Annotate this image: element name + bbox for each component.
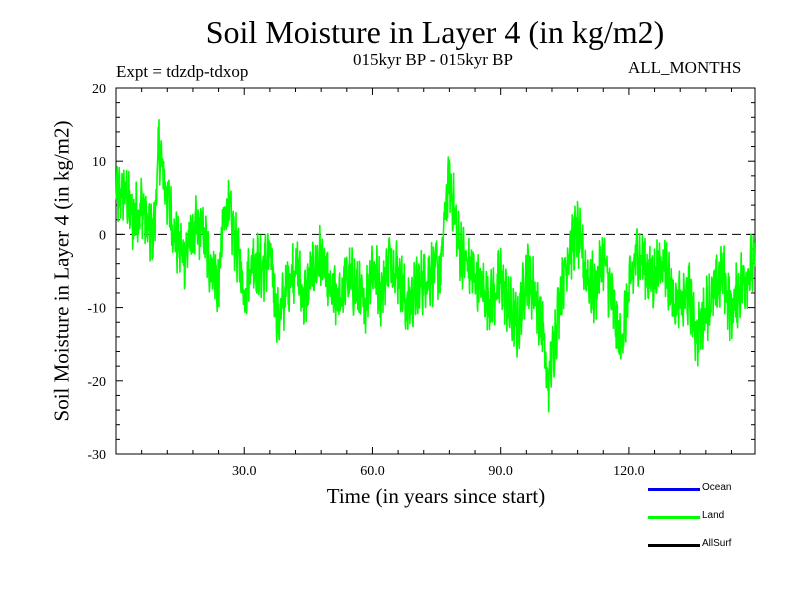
legend-swatch-ocean xyxy=(648,488,700,491)
legend-swatch-allsurf xyxy=(648,544,700,547)
period-label: 015kyr BP - 015kyr BP xyxy=(353,50,513,69)
series-line-land xyxy=(115,119,756,413)
y-tick-label: -10 xyxy=(87,302,106,317)
legend-label-allsurf: AllSurf xyxy=(702,538,732,549)
x-tick-label: 30.0 xyxy=(232,464,257,479)
legend-label-ocean: Ocean xyxy=(702,482,732,493)
experiment-label: Expt = tdzdp-tdxop xyxy=(116,62,249,81)
plot-frame xyxy=(115,87,756,455)
x-tick-label: 120.0 xyxy=(613,464,645,479)
y-tick-label: -30 xyxy=(87,448,106,463)
chart-title: Soil Moisture in Layer 4 (in kg/m2) xyxy=(205,14,665,50)
x-tick-label: 60.0 xyxy=(360,464,385,479)
legend-swatch-land xyxy=(648,516,700,519)
x-tick-label: 90.0 xyxy=(488,464,513,479)
y-tick-label: -20 xyxy=(87,375,106,390)
legend-label-land: Land xyxy=(702,510,725,521)
y-tick-label: 20 xyxy=(92,82,106,97)
y-tick-label: 10 xyxy=(92,155,106,170)
y-tick-label: 0 xyxy=(99,228,106,243)
months-label: ALL_MONTHS xyxy=(628,58,742,77)
x-axis-label: Time (in years since start) xyxy=(326,484,546,508)
y-axis-label: Soil Moisture in Layer 4 (in kg/m2) xyxy=(49,120,74,422)
